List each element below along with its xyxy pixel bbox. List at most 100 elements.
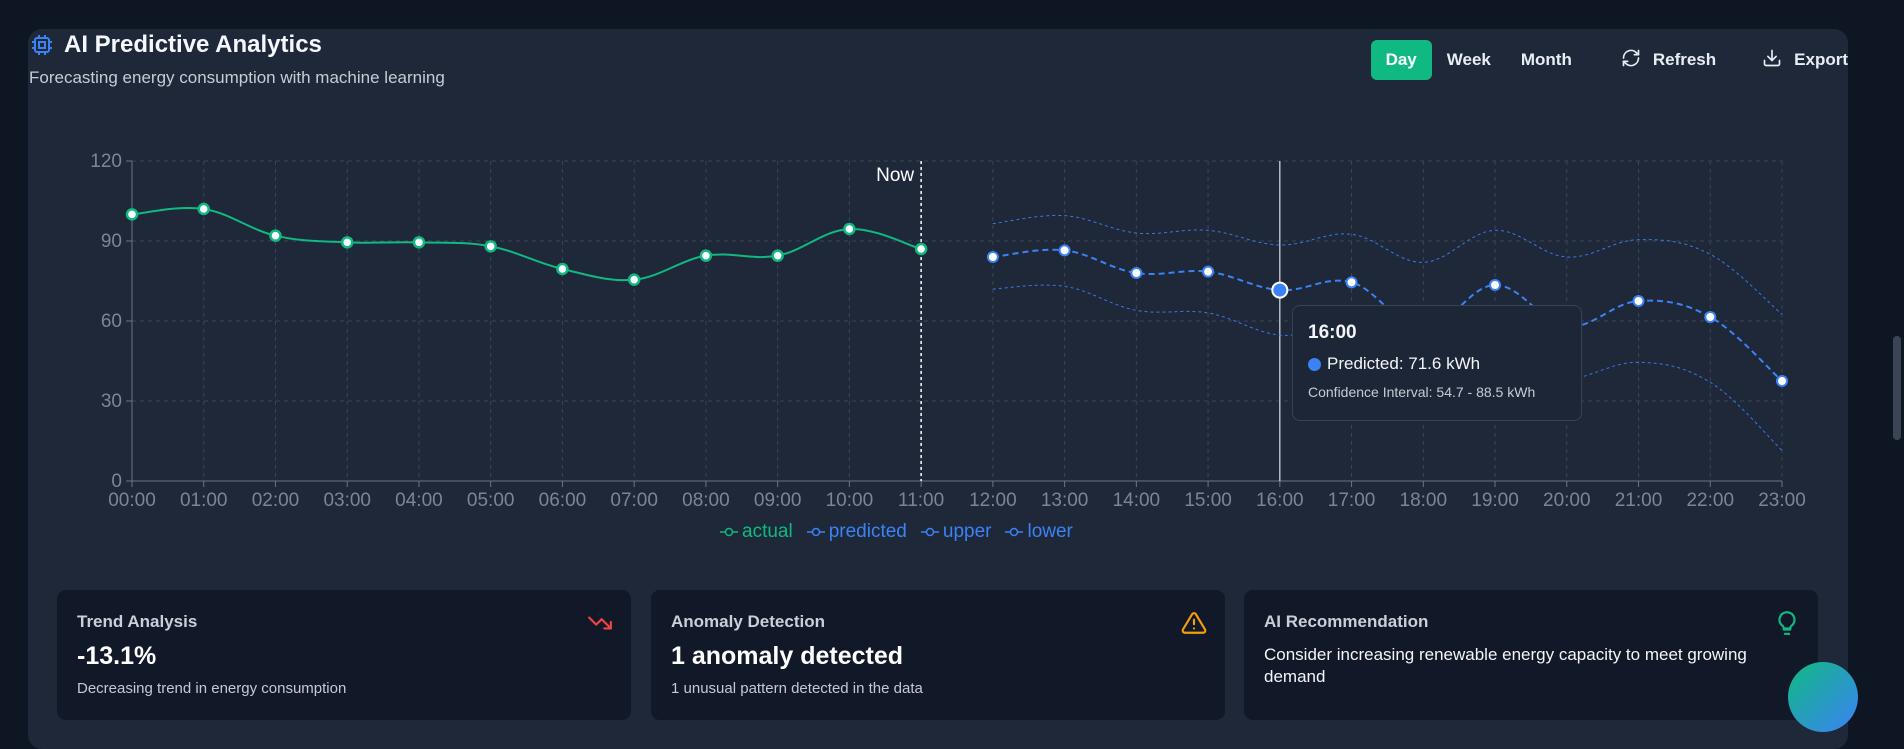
predicted-point — [1776, 375, 1788, 387]
x-tick-label: 03:00 — [323, 490, 371, 511]
x-tick-label: 09:00 — [754, 490, 802, 511]
card-label: Trend Analysis — [77, 612, 198, 631]
card-value: -13.1% — [77, 642, 157, 670]
tooltip-confidence: Confidence Interval: 54.7 - 88.5 kWh — [1308, 384, 1536, 400]
predicted-point-active — [1271, 281, 1289, 299]
legend-label-upper: upper — [942, 521, 992, 542]
refresh-button[interactable]: Refresh — [1609, 40, 1728, 80]
y-tick-label: 30 — [101, 391, 122, 412]
chart-legend: actual predicted upper lower — [720, 521, 1073, 543]
y-tick-label: 60 — [101, 311, 122, 332]
legend-item-actual[interactable]: actual — [720, 521, 793, 543]
actual-point — [914, 242, 928, 256]
tooltip-predicted-text: Predicted: 71.6 kWh — [1327, 354, 1481, 373]
actual-point — [412, 236, 426, 249]
chat-assistant-button[interactable] — [1788, 662, 1858, 732]
actual-point — [699, 249, 713, 262]
header: AI Predictive Analytics — [30, 31, 322, 59]
x-tick-label: 02:00 — [252, 490, 300, 511]
tooltip-predicted: Predicted: 71.6 kWh — [1308, 354, 1566, 374]
x-tick-label: 10:00 — [826, 490, 874, 511]
warning-icon — [1181, 610, 1207, 636]
y-tick-label: 90 — [101, 231, 122, 252]
range-week-button[interactable]: Week — [1432, 40, 1506, 80]
legend-marker-actual — [720, 527, 738, 537]
trending-down-icon — [587, 610, 613, 636]
x-tick-label: 14:00 — [1113, 490, 1161, 511]
tooltip-time: 16:00 — [1308, 322, 1357, 343]
predicted-point — [986, 251, 999, 263]
series-line-actual — [131, 207, 922, 282]
card-text: Consider increasing renewable energy cap… — [1264, 645, 1747, 686]
tooltip-dot-icon — [1308, 357, 1321, 371]
x-tick-label: 22:00 — [1686, 490, 1734, 511]
actual-point — [627, 273, 641, 286]
y-tick-label: 120 — [90, 151, 122, 172]
page-title: AI Predictive Analytics — [64, 31, 322, 58]
predicted-point — [1130, 267, 1143, 279]
actual-point — [771, 249, 784, 262]
card-label: Anomaly Detection — [671, 612, 825, 631]
card-value: 1 anomaly detected — [671, 642, 904, 670]
forecast-chart: 0 30 60 90 120 00:00 01:00 02:00 03:00 04:00 05:00… — [90, 151, 1805, 511]
anomaly-detection-card: Anomaly Detection 1 anomaly detected 1 u… — [651, 590, 1225, 720]
chart-tooltip: 16:00 Predicted: 71.6 kWh Confidence Int… — [1292, 305, 1582, 421]
x-tick-label: 13:00 — [1041, 490, 1089, 511]
legend-item-lower[interactable]: lower — [1005, 521, 1073, 543]
actual-point — [269, 229, 282, 242]
x-tick-label: 17:00 — [1328, 490, 1376, 511]
card-label: AI Recommendation — [1264, 612, 1429, 631]
actual-point — [197, 202, 210, 216]
legend-marker-upper — [920, 527, 939, 537]
legend-marker-predicted — [806, 527, 825, 537]
legend-label-lower: lower — [1027, 521, 1073, 542]
actual-point — [484, 240, 497, 253]
x-tick-label: 08:00 — [682, 490, 730, 511]
page-subtitle: Forecasting energy consumption with mach… — [29, 68, 445, 87]
actual-point — [125, 208, 139, 221]
x-tick-label: 19:00 — [1471, 490, 1519, 511]
predicted-point — [1058, 244, 1071, 257]
predicted-point — [1202, 265, 1215, 278]
legend-label-predicted: predicted — [828, 521, 907, 542]
y-tick-label: 0 — [111, 471, 122, 492]
x-tick-label: 11:00 — [898, 490, 944, 511]
range-day-button[interactable]: Day — [1370, 40, 1432, 80]
legend-item-predicted[interactable]: predicted — [806, 521, 907, 543]
x-tick-label: 15:00 — [1184, 490, 1232, 511]
now-label: Now — [876, 165, 914, 186]
scrollbar-thumb[interactable] — [1893, 336, 1901, 440]
predicted-point — [1489, 279, 1502, 291]
page-scrollbar[interactable] — [1890, 0, 1904, 733]
legend-item-upper[interactable]: upper — [920, 521, 992, 543]
export-button[interactable]: Export — [1750, 40, 1860, 80]
actual-point — [340, 236, 354, 249]
x-tick-label: 12:00 — [969, 490, 1017, 511]
legend-label-actual: actual — [742, 521, 793, 542]
series-line-upper — [992, 214, 1783, 315]
refresh-label: Refresh — [1652, 50, 1717, 69]
download-icon — [1762, 48, 1782, 73]
trend-analysis-card: Trend Analysis -13.1% Decreasing trend i… — [57, 590, 631, 720]
x-tick-label: 20:00 — [1543, 490, 1591, 511]
lightbulb-icon — [1774, 610, 1800, 636]
actual-point — [843, 222, 856, 236]
x-tick-label: 06:00 — [539, 490, 587, 511]
card-description: 1 unusual pattern detected in the data — [671, 680, 923, 697]
x-tick-label: 16:00 — [1256, 490, 1304, 511]
refresh-icon — [1621, 48, 1641, 73]
toolbar: Day Week Month Refresh Export — [1370, 40, 1860, 80]
cpu-icon — [30, 33, 54, 57]
x-tick-label: 18:00 — [1400, 490, 1448, 511]
export-label: Export — [1794, 50, 1848, 69]
x-tick-label: 00:00 — [108, 490, 156, 511]
x-tick-label: 05:00 — [467, 490, 515, 511]
predicted-point — [1632, 295, 1645, 307]
range-month-button[interactable]: Month — [1506, 40, 1587, 80]
legend-marker-lower — [1005, 527, 1024, 537]
x-tick-label: 07:00 — [610, 490, 658, 511]
x-tick-label: 21:00 — [1615, 490, 1663, 511]
x-tick-label: 01:00 — [180, 490, 228, 511]
chart-svg: 0 30 60 90 120 00:00 01:00 02:00 03:00 04:00 05:00… — [90, 151, 1805, 511]
x-tick-label: 04:00 — [395, 490, 443, 511]
